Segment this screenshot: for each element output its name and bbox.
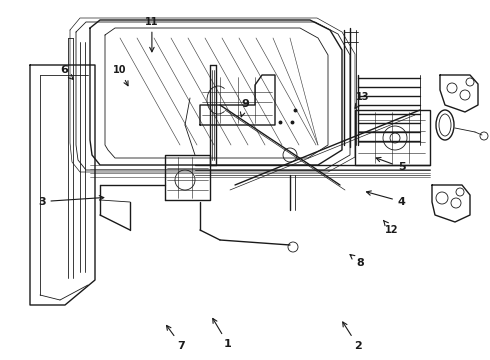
- Text: 10: 10: [113, 65, 128, 86]
- Ellipse shape: [439, 114, 451, 136]
- Text: 9: 9: [241, 99, 249, 117]
- Ellipse shape: [436, 110, 454, 140]
- Text: 2: 2: [343, 322, 362, 351]
- Text: 12: 12: [384, 220, 399, 235]
- Bar: [355, 110, 430, 165]
- Text: 13: 13: [355, 92, 369, 108]
- Text: 1: 1: [213, 319, 232, 349]
- Text: 7: 7: [167, 325, 185, 351]
- Text: 8: 8: [350, 255, 364, 268]
- Text: 3: 3: [38, 195, 104, 207]
- Text: 6: 6: [60, 65, 73, 79]
- Text: 11: 11: [145, 17, 159, 52]
- Text: 5: 5: [376, 157, 406, 172]
- Text: 4: 4: [367, 191, 406, 207]
